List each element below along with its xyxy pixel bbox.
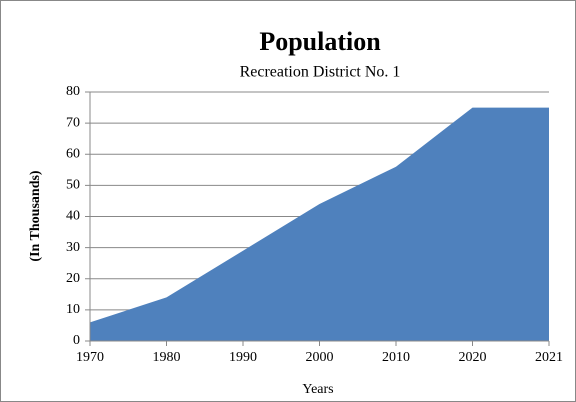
chart-subtitle: Recreation District No. 1 (240, 64, 401, 81)
x-axis-label: Years (302, 382, 333, 397)
chart-title: Population (259, 27, 381, 56)
y-tick-label: 60 (66, 146, 80, 161)
x-tick-label: 1980 (153, 350, 181, 365)
y-tick-label: 70 (66, 115, 80, 130)
y-tick-label: 80 (66, 84, 80, 99)
x-tick-label: 2021 (535, 350, 563, 365)
y-tick-label: 20 (66, 271, 80, 286)
x-tick-label: 1990 (229, 350, 257, 365)
y-tick-label: 10 (66, 302, 80, 317)
y-tick-label: 30 (66, 240, 80, 255)
y-tick-label: 40 (66, 209, 80, 224)
y-axis-label: (In Thousands) (28, 170, 43, 262)
x-tick-label: 2010 (382, 350, 410, 365)
area (90, 107, 549, 341)
y-tick-label: 50 (66, 178, 80, 193)
y-tick-label: 0 (73, 333, 80, 348)
x-tick-label: 2020 (459, 350, 487, 365)
x-tick-label: 2000 (306, 350, 334, 365)
x-tick-label: 1970 (76, 350, 104, 365)
